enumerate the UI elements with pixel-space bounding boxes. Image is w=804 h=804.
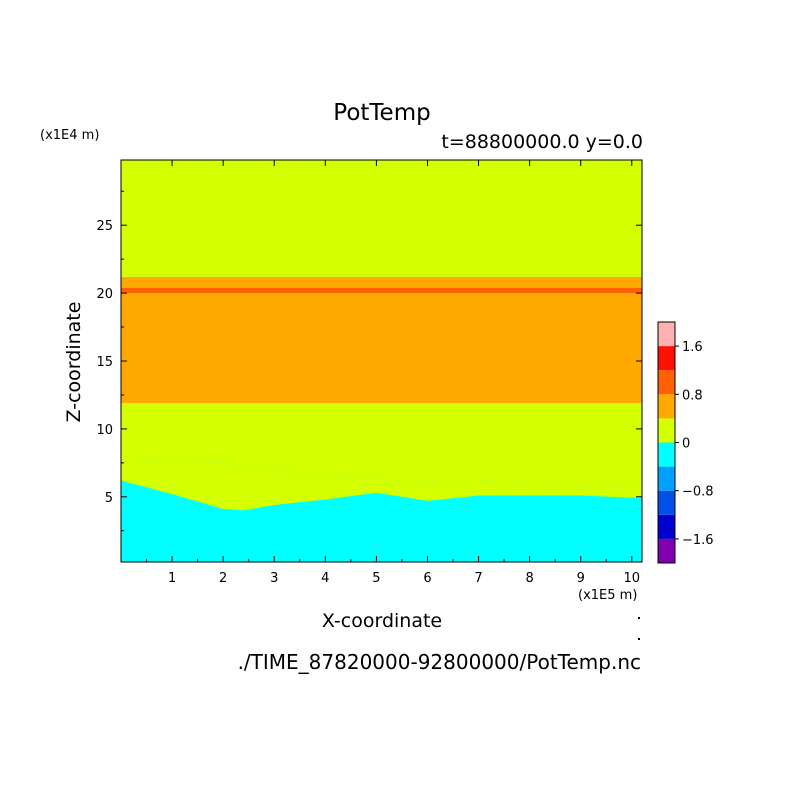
colorbar-tick-label: 0.8 — [682, 388, 703, 403]
colorbar-tick-label: 1.6 — [682, 340, 703, 355]
colorbar-segment — [658, 418, 675, 443]
y-tick-label: 25 — [96, 219, 113, 234]
contour-band-4 — [121, 160, 642, 277]
colorbar-segment — [658, 490, 675, 515]
x-tick-label: 7 — [474, 571, 482, 586]
x-tick-label: 3 — [270, 571, 278, 586]
x-axis-scale-label: (x1E5 m) — [578, 588, 638, 603]
colorbar-segment — [658, 466, 675, 491]
colorbar-tick-label: −1.6 — [682, 533, 714, 548]
y-axis-scale-label: (x1E4 m) — [40, 128, 100, 143]
contour-fill-area — [121, 160, 642, 562]
colorbar-tick-label: −0.8 — [682, 485, 714, 500]
contour-band-3 — [121, 276, 642, 288]
source-file-label: ./TIME_87820000-92800000/PotTemp.nc — [237, 650, 641, 674]
colorbar: −1.6 −0.8 0 0.8 1.6 — [657, 321, 714, 564]
colorbar-segment — [658, 394, 675, 419]
x-tick-label: 1 — [168, 571, 176, 586]
x-tick-label: 6 — [423, 571, 431, 586]
x-axis-label: X-coordinate — [321, 610, 443, 632]
contour-band-2 — [121, 287, 642, 294]
warm-tongue-region — [121, 458, 642, 511]
x-axis: 1 2 3 4 5 6 7 8 9 10 — [146, 160, 641, 586]
y-axis-label: Z-coordinate — [63, 301, 85, 423]
y-axis: 5 10 15 20 25 — [96, 190, 642, 532]
y-tick-label: 5 — [105, 491, 113, 506]
x-tick-label: 4 — [321, 571, 329, 586]
colorbar-segment — [658, 322, 675, 347]
colorbar-segment — [658, 514, 675, 539]
chart-title: PotTemp — [333, 100, 431, 126]
x-tick-label: 9 — [577, 571, 585, 586]
colorbar-tick-label: 0 — [682, 437, 690, 452]
colorbar-segment — [658, 370, 675, 395]
contour-band-1 — [121, 293, 642, 404]
x-tick-label: 10 — [624, 571, 641, 586]
x-tick-label: 2 — [219, 571, 227, 586]
x-tick-label: 8 — [525, 571, 533, 586]
axis-end-marks — [638, 617, 640, 640]
colorbar-segment — [658, 346, 675, 371]
y-tick-label: 15 — [96, 355, 113, 370]
colorbar-segment — [658, 538, 675, 563]
chart-subtitle: t=88800000.0 y=0.0 — [441, 131, 643, 153]
y-tick-label: 20 — [96, 287, 113, 302]
y-tick-label: 10 — [96, 423, 113, 438]
x-tick-label: 5 — [372, 571, 380, 586]
colorbar-segment — [658, 442, 675, 467]
